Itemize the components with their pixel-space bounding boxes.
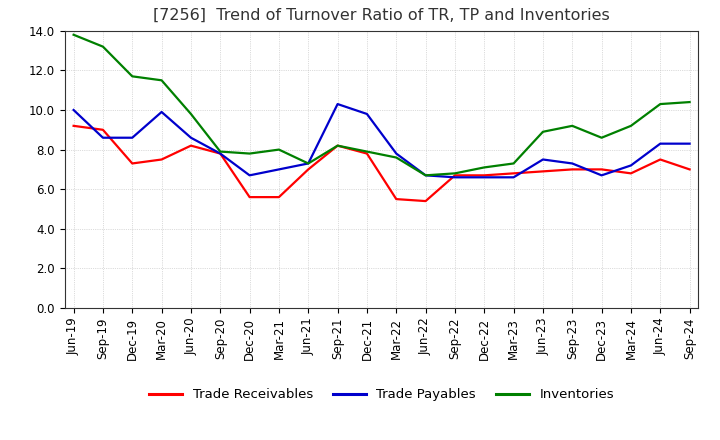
Inventories xyxy=(363,149,372,154)
Trade Payables xyxy=(480,175,489,180)
Trade Receivables xyxy=(480,172,489,178)
Trade Receivables xyxy=(99,127,107,132)
Trade Payables xyxy=(685,141,694,146)
Inventories xyxy=(69,32,78,37)
Trade Receivables xyxy=(157,157,166,162)
Inventories xyxy=(99,44,107,49)
Trade Payables xyxy=(363,111,372,117)
Title: [7256]  Trend of Turnover Ratio of TR, TP and Inventories: [7256] Trend of Turnover Ratio of TR, TP… xyxy=(153,7,610,23)
Trade Receivables xyxy=(392,196,400,202)
Trade Receivables xyxy=(363,151,372,156)
Trade Payables xyxy=(539,157,547,162)
Trade Payables xyxy=(333,101,342,106)
Trade Payables xyxy=(157,109,166,114)
Trade Payables xyxy=(421,172,430,178)
Trade Receivables xyxy=(216,151,225,156)
Trade Payables xyxy=(99,135,107,140)
Trade Receivables xyxy=(626,171,635,176)
Inventories xyxy=(216,149,225,154)
Trade Receivables xyxy=(69,123,78,128)
Trade Payables xyxy=(568,161,577,166)
Line: Trade Payables: Trade Payables xyxy=(73,104,690,177)
Inventories xyxy=(598,135,606,140)
Trade Payables xyxy=(216,151,225,156)
Trade Payables xyxy=(274,167,283,172)
Trade Payables xyxy=(451,175,459,180)
Line: Inventories: Inventories xyxy=(73,35,690,175)
Inventories xyxy=(186,111,195,117)
Trade Payables xyxy=(304,161,312,166)
Inventories xyxy=(539,129,547,134)
Trade Payables xyxy=(509,175,518,180)
Trade Receivables xyxy=(246,194,254,200)
Trade Payables xyxy=(128,135,137,140)
Inventories xyxy=(685,99,694,105)
Inventories xyxy=(480,165,489,170)
Trade Payables xyxy=(392,151,400,156)
Trade Payables xyxy=(246,172,254,178)
Inventories xyxy=(246,151,254,156)
Trade Receivables xyxy=(128,161,137,166)
Trade Receivables xyxy=(568,167,577,172)
Line: Trade Receivables: Trade Receivables xyxy=(73,126,690,201)
Inventories xyxy=(274,147,283,152)
Trade Receivables xyxy=(333,143,342,148)
Trade Payables xyxy=(598,172,606,178)
Trade Payables xyxy=(656,141,665,146)
Inventories xyxy=(451,171,459,176)
Trade Receivables xyxy=(451,172,459,178)
Inventories xyxy=(509,161,518,166)
Inventories xyxy=(304,161,312,166)
Inventories xyxy=(128,73,137,79)
Legend: Trade Receivables, Trade Payables, Inventories: Trade Receivables, Trade Payables, Inven… xyxy=(144,383,619,407)
Trade Receivables xyxy=(186,143,195,148)
Inventories xyxy=(333,143,342,148)
Trade Payables xyxy=(186,135,195,140)
Inventories xyxy=(421,172,430,178)
Inventories xyxy=(626,123,635,128)
Inventories xyxy=(568,123,577,128)
Trade Receivables xyxy=(274,194,283,200)
Inventories xyxy=(392,155,400,160)
Trade Receivables xyxy=(421,198,430,204)
Trade Payables xyxy=(626,163,635,168)
Trade Receivables xyxy=(685,167,694,172)
Trade Receivables xyxy=(598,167,606,172)
Trade Payables xyxy=(69,107,78,113)
Trade Receivables xyxy=(656,157,665,162)
Inventories xyxy=(656,101,665,106)
Trade Receivables xyxy=(304,167,312,172)
Trade Receivables xyxy=(509,171,518,176)
Inventories xyxy=(157,77,166,83)
Trade Receivables xyxy=(539,169,547,174)
